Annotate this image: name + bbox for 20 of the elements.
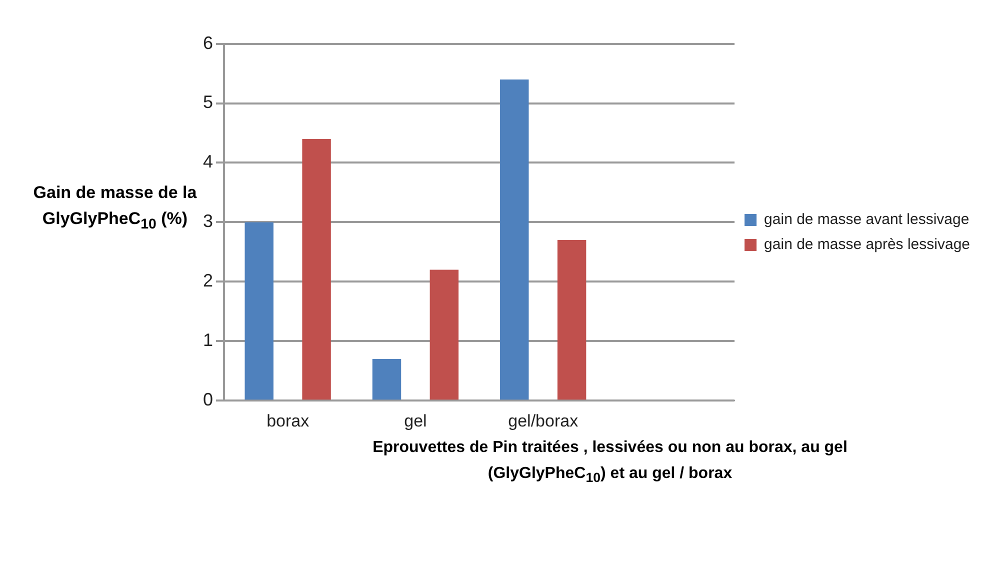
- bar: [372, 358, 402, 400]
- y-axis-title: Gain de masse de la GlyGlyPheC$_{10}$ (%): [32, 182, 198, 234]
- x-tick-label: borax: [266, 411, 310, 430]
- x-tick-label: gel: [404, 411, 427, 430]
- legend-label: gain de masse après lessivage: [764, 236, 970, 254]
- y-tick-label: 1: [202, 330, 214, 350]
- legend-label: gain de masse avant lessivage: [764, 211, 970, 228]
- bar: [244, 222, 274, 400]
- y-tick-label: 0: [202, 390, 214, 410]
- bar: [430, 270, 459, 400]
- y-tick-label: 6: [202, 32, 214, 53]
- y-tick-label: 4: [202, 152, 214, 172]
- y-tick-label: 3: [202, 211, 214, 232]
- y-tick-label: 5: [202, 92, 214, 112]
- x-tick-label: gel/borax: [508, 411, 579, 430]
- y-tick-label: 2: [202, 270, 214, 291]
- bar: [302, 138, 331, 400]
- bar: [500, 79, 529, 400]
- bar: [557, 240, 586, 400]
- x-axis-title: Eprouvettes de Pin traitées , lessivées ou non au borax, au gel (GlyGlyPheC$_{10}$) et au gel / borax: [372, 438, 848, 488]
